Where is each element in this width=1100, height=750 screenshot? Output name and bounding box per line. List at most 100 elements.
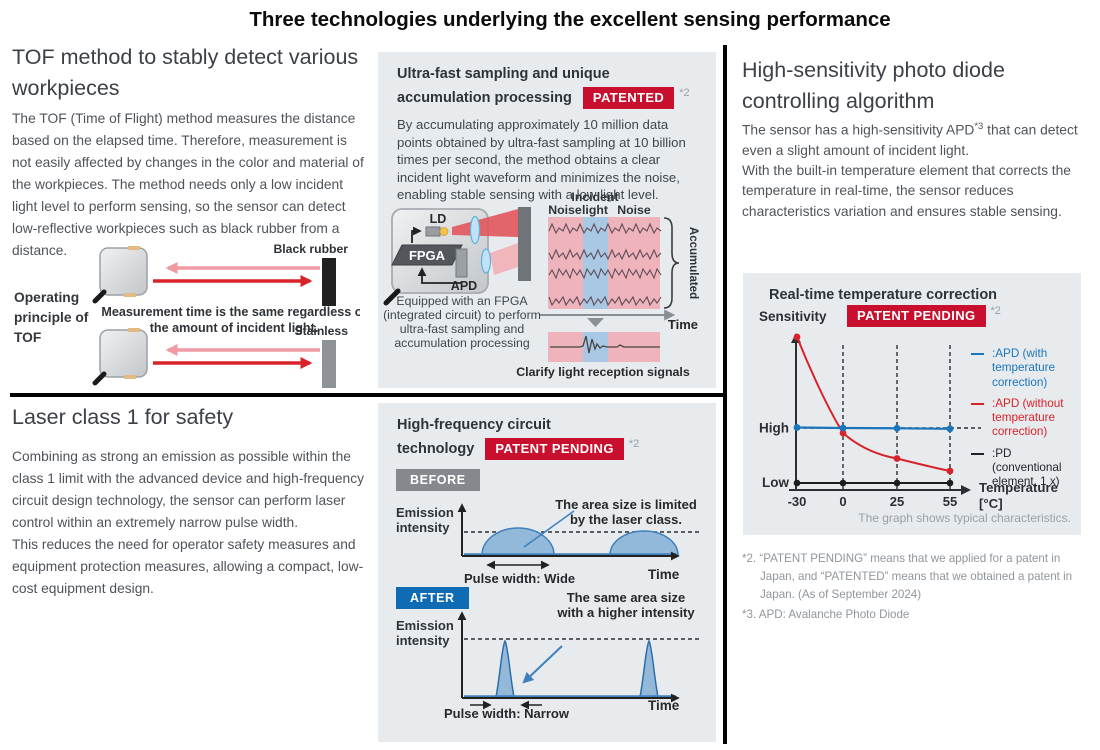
device-caption-line1: Equipped with an FPGA xyxy=(396,294,528,308)
device-caption-line4: accumulation processing xyxy=(394,336,529,350)
tof-principle-label-line2: principle of xyxy=(14,310,89,325)
graph-patent-pending-badge: PATENT PENDING xyxy=(847,305,986,327)
legend-item-apd-with: :APD (with temperature correction) xyxy=(971,347,1083,390)
sampling-panel: Ultra-fast sampling and unique accumulat… xyxy=(378,52,716,388)
noise-right-label: Noise xyxy=(617,203,651,217)
tick--30: -30 xyxy=(788,494,807,509)
sensor-tab xyxy=(128,328,140,332)
before-time-label: Time xyxy=(648,567,680,582)
high-label: High xyxy=(759,421,789,436)
before-yaxis-line2: intensity xyxy=(396,520,450,535)
legend-dash-icon xyxy=(971,402,984,405)
before-tag: BEFORE xyxy=(396,469,480,491)
black-rubber-bar xyxy=(322,258,336,306)
sampling-heading-line1: Ultra-fast sampling and unique xyxy=(397,66,610,82)
ld-emitter-icon xyxy=(439,227,449,236)
before-note-line1: The area size is limited xyxy=(555,497,697,512)
before-note-line2: by the laser class. xyxy=(570,512,682,527)
photodiode-body-line2: With the built-in temperature element th… xyxy=(742,163,1071,219)
emitted-beam xyxy=(452,209,518,237)
photodiode-sup: *3 xyxy=(974,121,984,132)
fpga-chip xyxy=(391,244,463,266)
noisy-waveforms xyxy=(548,222,662,307)
temperature-unit-label: [°C] xyxy=(979,496,1003,511)
incident-light-band xyxy=(583,217,608,309)
tof-principle-label-line1: Operating xyxy=(14,290,79,305)
tof-principle-label-line3: TOF xyxy=(14,330,41,345)
target-bar xyxy=(518,207,531,281)
tof-heading: TOF method to stably detect various work… xyxy=(12,45,359,100)
tick-55: 55 xyxy=(943,494,957,509)
sensor-icon-bottom xyxy=(92,328,148,386)
sensor-tab xyxy=(124,293,136,297)
fpga-label: FPGA xyxy=(409,248,446,263)
patented-badge: PATENTED xyxy=(582,87,675,109)
graph-caption: The graph shows typical characteristics. xyxy=(858,511,1071,525)
sensor-cable xyxy=(92,371,107,386)
annotation-pointer xyxy=(522,645,563,684)
sensor-tab xyxy=(128,246,140,250)
narrow-pulse-2 xyxy=(639,639,659,698)
sensor-tab xyxy=(124,375,136,379)
tick-25: 25 xyxy=(890,494,904,509)
stainless-bar xyxy=(322,340,336,388)
after-time-label: Time xyxy=(648,698,680,713)
after-yaxis-line1: Emission xyxy=(396,618,454,633)
down-triangle-icon xyxy=(587,318,604,327)
clean-signal xyxy=(550,335,660,354)
device-caption-line3: ultra-fast sampling and xyxy=(400,322,525,336)
temperature-graph: High Low -30 0 25 55 Temperature [°C] xyxy=(759,333,1058,511)
laser-body: Combining as strong an emission as possi… xyxy=(12,446,368,600)
patent-pending-badge: PATENT PENDING xyxy=(485,438,624,460)
photodiode-heading: High-sensitivity photo diode controlling… xyxy=(742,58,1005,113)
apd-label: APD xyxy=(451,279,477,293)
tof-body: The TOF (Time of Flight) method measures… xyxy=(12,111,364,259)
laser-body-2: This reduces the need for operator safet… xyxy=(12,537,364,597)
after-yaxis-line2: intensity xyxy=(396,633,450,648)
sampling-diagram: LD FPGA APD Equipped with an FPGA (integ… xyxy=(383,190,699,379)
tof-principle-diagram: Operating principle of TOF Black rubber … xyxy=(14,242,360,388)
graph-panel: Real-time temperature correction PATENT … xyxy=(743,273,1081,535)
vertical-divider xyxy=(723,45,727,744)
time-label: Time xyxy=(668,317,698,332)
page-title: Three technologies underlying the excell… xyxy=(249,8,891,31)
accumulated-brace xyxy=(663,217,680,309)
pd-series xyxy=(793,479,954,487)
legend-dash-icon xyxy=(971,353,984,355)
apd-without-correction-series xyxy=(793,333,954,475)
laser-body-1: Combining as strong an emission as possi… xyxy=(12,449,365,531)
circuit-heading-line1: High-frequency circuit xyxy=(397,417,551,433)
clarify-caption: Clarify light reception signals xyxy=(516,365,690,379)
footnotes: *2. “PATENT PENDING” means that we appli… xyxy=(742,550,1094,626)
device-caption-line2: (integrated circuit) to perform xyxy=(383,308,541,322)
footnote-3: *3. APD: Avalanche Photo Diode xyxy=(742,607,910,621)
before-yaxis-line1: Emission xyxy=(396,505,454,520)
after-tag: AFTER xyxy=(396,587,469,609)
accumulated-label: Accumulated xyxy=(687,227,699,299)
return-beam xyxy=(490,243,518,275)
after-pulse-label: Pulse width: Narrow xyxy=(444,706,570,721)
narrow-pulse-1 xyxy=(495,639,515,698)
lens-icon xyxy=(469,215,481,245)
graph-title: Real-time temperature correction xyxy=(769,287,998,303)
circuit-heading-line2: technology xyxy=(397,441,475,457)
before-chart: Emission intensity The area size is limi… xyxy=(396,497,701,586)
photodiode-body: The sensor has a high-sensitivity APD*3 … xyxy=(742,120,1094,222)
sensor-cable xyxy=(92,289,107,304)
low-label: Low xyxy=(762,475,789,490)
after-chart: Emission intensity The same area size wi… xyxy=(396,590,701,721)
after-note-line1: The same area size xyxy=(567,590,686,605)
target-label-black-rubber: Black rubber xyxy=(273,242,348,256)
footnote-2: *2. “PATENT PENDING” means that we appli… xyxy=(742,552,1073,601)
apd-to-fpga-arrow xyxy=(417,267,461,284)
horizontal-divider xyxy=(10,393,723,397)
tof-caption-line1: Measurement time is the same regardless … xyxy=(101,305,360,319)
graph-badge-note: *2 xyxy=(990,305,1001,317)
circuit-panel: High-frequency circuit technology PATENT… xyxy=(378,403,716,742)
photodiode-body-part1: The sensor has a high-sensitivity APD xyxy=(742,122,975,138)
tof-caption-line2: the amount of incident light. xyxy=(150,321,319,335)
tick-0: 0 xyxy=(839,494,846,509)
laser-heading: Laser class 1 for safety xyxy=(12,405,234,429)
graph-legend: :APD (with temperature correction) :APD … xyxy=(971,347,1083,496)
